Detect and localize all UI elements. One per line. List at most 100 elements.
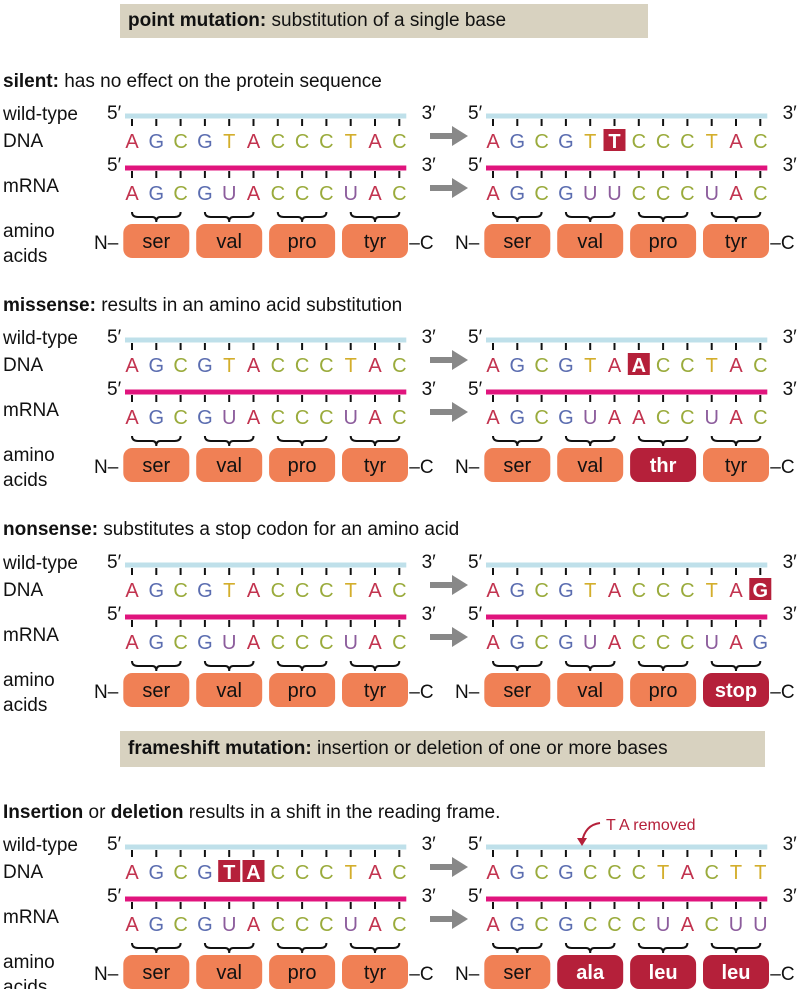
amino-acid-box <box>342 224 408 258</box>
ta-removed-annotation: T A removed <box>606 817 696 834</box>
five-prime-label: 5′ <box>468 604 483 625</box>
base-T: T <box>223 580 235 602</box>
base-G: G <box>149 862 165 884</box>
base-G: G <box>197 183 213 205</box>
amino-acid-box <box>630 955 697 989</box>
c-terminus-label: –C <box>409 682 433 703</box>
base-T: T <box>730 862 742 884</box>
base-G: G <box>558 632 574 654</box>
base-A: A <box>608 407 622 429</box>
base-C: C <box>173 862 187 884</box>
frameshift-mutation-banner: frameshift mutation: insertion or deleti… <box>120 731 765 767</box>
amino-acid-box <box>342 955 408 989</box>
base-U: U <box>222 914 236 936</box>
amino-acid-box <box>557 224 624 258</box>
five-prime-label: 5′ <box>107 604 122 625</box>
base-G: G <box>558 580 574 602</box>
five-prime-label: 5′ <box>468 327 483 348</box>
base-U: U <box>222 183 236 205</box>
base-U: U <box>753 914 767 936</box>
base-T: T <box>706 355 718 377</box>
codon-brace <box>276 660 328 672</box>
base-C: C <box>680 355 694 377</box>
codon-brace <box>710 435 762 447</box>
amino-acid-pro: pro <box>288 680 317 702</box>
base-C: C <box>704 862 718 884</box>
base-A: A <box>247 131 261 153</box>
base-C: C <box>534 580 548 602</box>
five-prime-label: 5′ <box>468 155 483 176</box>
five-prime-label: 5′ <box>107 103 122 124</box>
base-G: G <box>149 580 165 602</box>
base-G: G <box>149 131 165 153</box>
base-A: A <box>125 183 139 205</box>
base-G: G <box>149 407 165 429</box>
base-A: A <box>125 407 139 429</box>
amino-label: amino <box>3 445 55 466</box>
five-prime-label: 5′ <box>468 886 483 907</box>
base-G: G <box>558 862 574 884</box>
base-C: C <box>680 407 694 429</box>
base-C: C <box>680 131 694 153</box>
codon-brace <box>203 211 255 223</box>
arrow-icon <box>430 575 468 595</box>
base-G: G <box>197 862 213 884</box>
amino-label: amino <box>3 952 55 973</box>
amino-acid-box <box>123 448 190 482</box>
base-T: T <box>345 580 357 602</box>
amino-acid-box <box>630 673 697 707</box>
amino-acid-box <box>557 955 624 989</box>
base-G: G <box>197 580 213 602</box>
base-U: U <box>343 914 357 936</box>
nonsense-heading: nonsense: substitutes a stop codon for a… <box>3 519 459 541</box>
amino-acid-ser: ser <box>503 455 531 477</box>
base-U: U <box>704 183 718 205</box>
base-A: A <box>729 632 743 654</box>
base-G: G <box>558 183 574 205</box>
base-C: C <box>392 407 406 429</box>
base-C: C <box>753 131 767 153</box>
base-G: G <box>510 632 526 654</box>
base-A: A <box>729 131 743 153</box>
mrna-label: mRNA <box>3 176 59 197</box>
amino-acid-ser: ser <box>503 962 531 984</box>
base-U: U <box>607 183 621 205</box>
five-prime-label: 5′ <box>107 552 122 573</box>
base-C: C <box>534 355 548 377</box>
base-C: C <box>295 131 309 153</box>
base-A: A <box>247 183 261 205</box>
base-C: C <box>583 862 597 884</box>
amino-acid-box <box>123 955 190 989</box>
base-A: A <box>246 862 260 884</box>
base-C: C <box>173 355 187 377</box>
amino-acid-tyr: tyr <box>364 455 387 477</box>
codon-brace <box>637 942 689 954</box>
base-A: A <box>368 580 382 602</box>
base-A: A <box>486 407 500 429</box>
three-prime-label: 3′ <box>783 379 798 400</box>
amino-acid-ser: ser <box>142 231 170 253</box>
base-U: U <box>343 407 357 429</box>
arrow-icon <box>430 627 468 647</box>
base-C: C <box>392 183 406 205</box>
base-U: U <box>222 407 236 429</box>
base-C: C <box>656 580 670 602</box>
point-mutation-banner: point mutation: substitution of a single… <box>120 4 648 38</box>
three-prime-label: 3′ <box>783 327 798 348</box>
heading-bold: silent: <box>3 71 59 92</box>
base-C: C <box>271 131 285 153</box>
base-G: G <box>753 580 769 602</box>
arrow-icon <box>430 178 468 198</box>
base-C: C <box>392 131 406 153</box>
base-T: T <box>706 580 718 602</box>
amino-acid-pro: pro <box>649 231 678 253</box>
five-prime-label: 5′ <box>107 155 122 176</box>
base-C: C <box>319 580 333 602</box>
amino-acid-stop: stop <box>715 680 757 702</box>
amino-acid-box <box>123 673 190 707</box>
base-U: U <box>583 407 597 429</box>
base-A: A <box>608 580 622 602</box>
codon-brace <box>637 211 689 223</box>
base-G: G <box>510 131 526 153</box>
base-G: G <box>197 131 213 153</box>
